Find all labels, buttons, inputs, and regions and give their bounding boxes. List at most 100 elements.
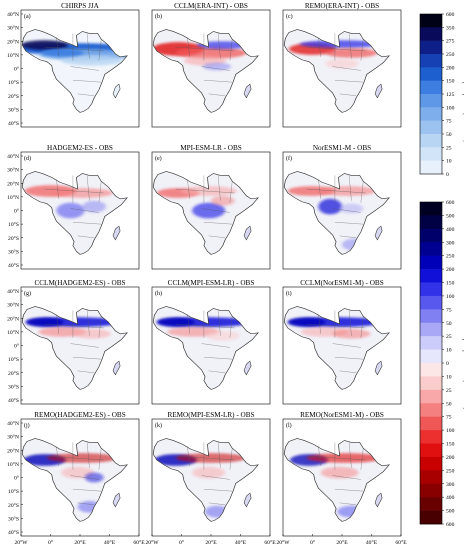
lon-tick-label: 20°W [276,539,290,546]
panel-i: CCLM(NorESM1-M) - OBS (i) [282,279,402,405]
country-border [306,188,366,194]
lon-tick-label: 20°E [205,539,217,546]
colorbar-swatch [420,67,442,81]
country-border [339,502,357,505]
country-border [217,33,221,59]
colorbar-swatch [420,470,442,485]
colorbar-swatch [420,309,442,324]
lat-tick-label: 10°S [8,79,19,86]
field-patch [84,472,104,483]
colorbar-tick-label: 25 [446,388,452,394]
country-border [348,175,352,201]
field-patch [318,198,342,215]
field-patch [175,453,247,463]
country-border [348,33,352,59]
colorbar-swatch [420,228,442,243]
country-border [56,446,59,466]
country-border [217,442,221,468]
country-border [229,448,233,470]
colorbar-tick-label: 350 [446,25,455,31]
panel-l: REMO(NorESM1-M) - OBS (l) 20°W 0° 20°E 40°E 60… [276,411,407,546]
lat-tick-label: 10°N [7,52,19,59]
country-border [70,475,99,480]
colorbar-swatch [420,242,442,256]
colorbar-swatch [420,295,442,310]
country-border [201,343,230,348]
country-border [56,179,59,199]
field-layer [156,186,237,219]
panel-title: REMO(HADGEM2-ES) - OBS [34,411,125,419]
lat-tick-label: 40°N [7,11,19,18]
field-patch [287,186,335,196]
colorbar-tick-label: 200 [446,65,455,71]
lat-tick-label: 20°N [7,38,19,45]
field-patch [325,48,378,58]
country-border [203,357,233,360]
lat-tick-label: 10°N [7,461,19,468]
country-border [332,66,361,71]
map [21,170,128,255]
lat-tick-label: 20°N [7,447,19,454]
colorbar-swatch [420,202,442,216]
field-patch [180,186,237,196]
country-border [86,175,90,201]
colorbar-tick-label: 150 [446,442,455,448]
country-border [72,357,102,360]
colorbar-tick-label: 125 [446,92,455,98]
colorbar-swatch [420,430,442,444]
country-border [334,222,364,225]
lat-tick-label: 30°S [8,248,19,255]
colorbar-tick-label: 75 [446,415,452,421]
colorbar-bias: 6005004003002502001501007550251001025507… [419,200,464,528]
colorbar-tick-label: 10 [446,348,452,354]
country-border [44,323,104,329]
colorbar-swatch [420,134,442,148]
country-border [217,310,221,336]
colorbar-tick-label: 600 [446,200,455,206]
country-border [306,323,366,329]
colorbar-swatch [420,147,442,161]
colorbar-swatch [420,107,442,121]
country-border [201,66,230,71]
lat-tick-label: 0° [14,208,19,215]
lon-tick-label: 40°E [104,539,116,546]
panel-title: HADGEM2-ES - OBS [47,144,113,152]
panel-title: REMO(ERA-INT) - OBS [305,2,379,10]
lat-tick-label: 20°S [8,370,19,377]
colorbar-tick-label: 50 [446,321,452,327]
panel-label: (l) [286,422,292,429]
colorbar-tick-label: 300 [446,240,455,246]
colorbar-swatch [420,215,442,230]
panel-label: (b) [155,13,162,20]
colorbar-swatch [420,483,442,498]
country-border [98,39,102,61]
colorbar-tick-label: 50 [446,132,452,138]
colorbar-tick-label: 600 [446,522,455,528]
lat-tick-label: 0° [14,66,19,73]
colorbar-tick-label: 500 [446,213,455,219]
lat-tick-label: 20°S [8,93,19,100]
country-border [77,370,95,373]
field-patch [319,186,377,196]
country-border [339,93,357,96]
country-border [208,370,226,373]
map [283,28,390,113]
colorbar-swatch [420,54,442,68]
map [21,305,128,390]
panel-title: CCLM(HADGEM2-ES) - OBS [34,279,125,287]
panel-b: CCLM(ERA-INT) - OBS (b) [151,2,271,128]
country-border [44,46,104,52]
panel-d: HADGEM2-ES - OBS (d) 40°N 30°N 20°N 10°N 0° 10°… [7,144,140,270]
colorbar-swatch [420,40,442,55]
country-border [70,208,99,213]
country-border [339,235,357,238]
country-border [306,46,366,52]
colorbar-tick-label: 75 [446,119,452,125]
lat-tick-label: 20°S [8,502,19,509]
colorbar-tick-label: 10 [446,159,452,165]
colorbar-tick-label: 150 [446,281,455,287]
lon-tick-label: 60°E [264,539,276,546]
field-patch [320,466,359,479]
country-border [98,448,102,470]
colorbar-tick-label: 50 [446,401,452,407]
